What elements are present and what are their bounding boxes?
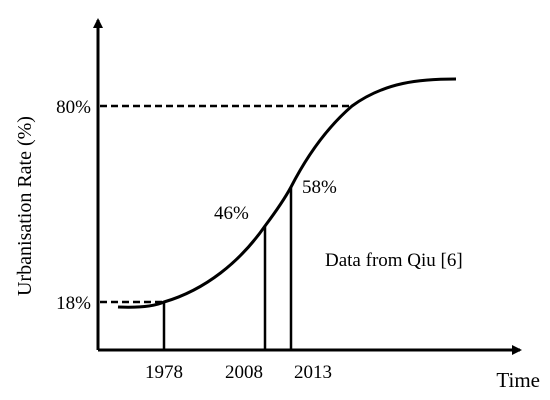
x-axis-label: Time [496, 368, 540, 392]
x-tick-label-2013: 2013 [294, 362, 332, 383]
point-label-58: 58% [302, 177, 337, 198]
y-tick-label-80: 80% [56, 97, 91, 118]
data-source-annotation: Data from Qiu [6] [325, 250, 463, 271]
y-axis-label: Urbanisation Rate (%) [14, 116, 36, 296]
x-tick-label-1978: 1978 [145, 362, 183, 383]
point-label-46: 46% [214, 203, 249, 224]
x-tick-label-2008: 2008 [225, 362, 263, 383]
y-tick-label-18: 18% [56, 293, 91, 314]
growth-curve [117, 77, 457, 309]
